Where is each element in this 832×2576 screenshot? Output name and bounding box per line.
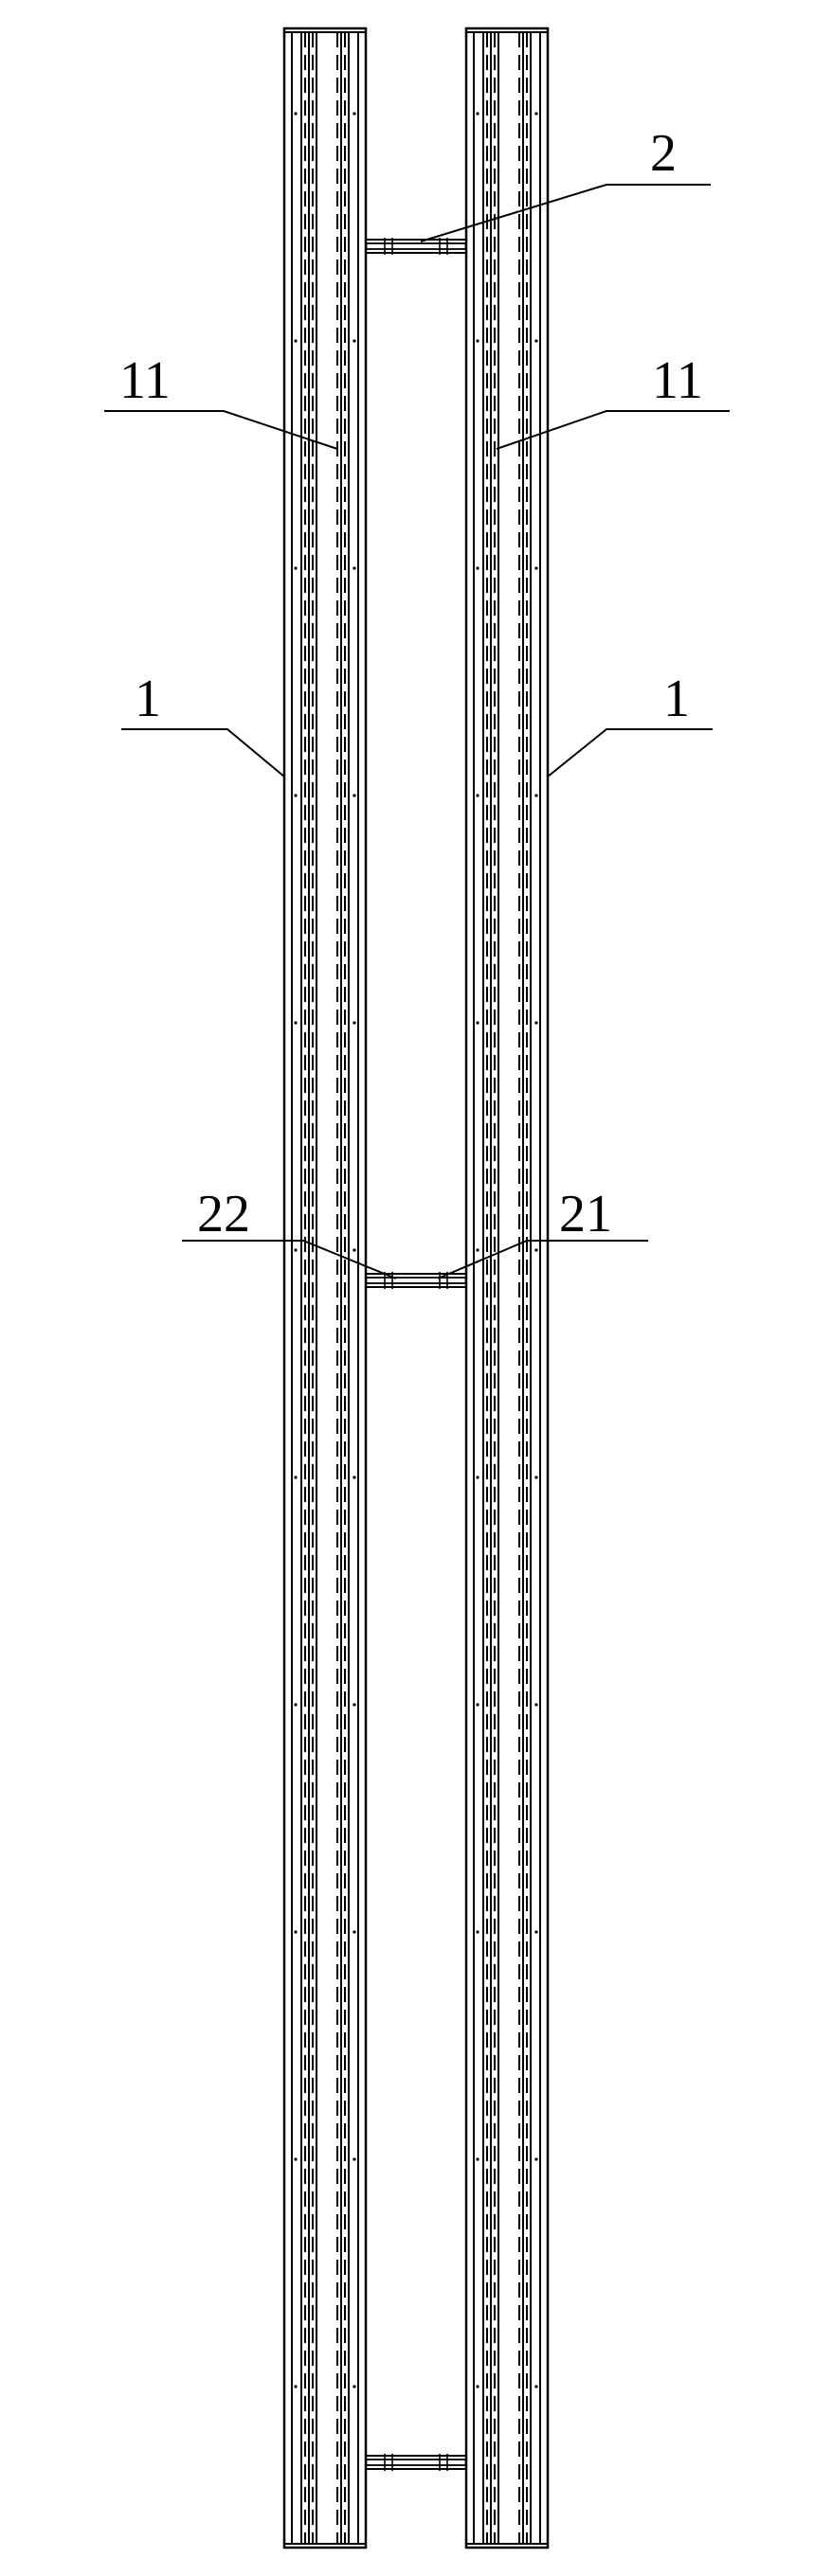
- callout-label: 22: [197, 1185, 250, 1243]
- callout-label: 1: [663, 670, 690, 728]
- callout-label: 11: [119, 351, 171, 410]
- callout-label: 21: [559, 1185, 612, 1243]
- callout-label: 1: [135, 670, 161, 728]
- callout-label: 11: [652, 351, 703, 410]
- callout-label: 2: [650, 124, 677, 183]
